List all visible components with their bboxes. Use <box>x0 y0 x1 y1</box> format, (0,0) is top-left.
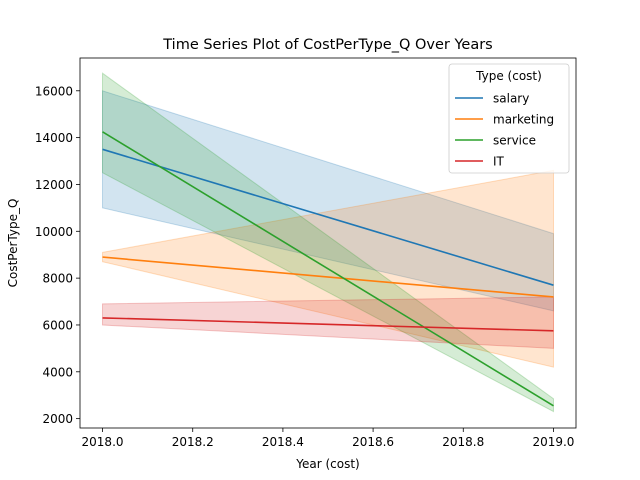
x-tick-label: 2018.8 <box>442 435 484 449</box>
x-tick-label: 2018.6 <box>352 435 394 449</box>
series-line-marketing <box>102 256 554 298</box>
y-axis-label: CostPerType_Q <box>6 199 20 288</box>
y-tick-label: 4000 <box>42 365 73 379</box>
legend-label-marketing: marketing <box>493 113 554 127</box>
ci-band-salary <box>102 90 554 312</box>
legend-label-it: IT <box>493 155 505 169</box>
x-axis-label: Year (cost) <box>295 457 359 471</box>
y-tick-label: 14000 <box>35 131 73 145</box>
x-axis-ticks: 2018.0 2018.2 2018.4 2018.6 2018.8 2019.0 <box>82 428 574 449</box>
y-axis-ticks: 2000 4000 6000 8000 10000 12000 14000 16000 <box>35 84 80 426</box>
series-line-salary <box>102 148 554 286</box>
series-line-service <box>102 131 554 407</box>
legend-box <box>448 63 570 174</box>
y-tick-label: 2000 <box>42 412 73 426</box>
y-tick-label: 12000 <box>35 178 73 192</box>
series-lines <box>102 131 554 407</box>
x-tick-label: 2018.0 <box>82 435 124 449</box>
legend-label-salary: salary <box>493 92 529 106</box>
x-tick-label: 2018.4 <box>262 435 304 449</box>
y-tick-label: 6000 <box>42 318 73 332</box>
ci-band-it <box>102 296 554 349</box>
y-tick-label: 8000 <box>42 272 73 286</box>
legend: Type (cost) salary marketing service IT <box>448 63 570 174</box>
x-tick-label: 2018.2 <box>172 435 214 449</box>
y-tick-label: 16000 <box>35 84 73 98</box>
series-line-it <box>102 317 554 332</box>
chart-title: Time Series Plot of CostPerType_Q Over Y… <box>162 37 492 53</box>
plot-frame <box>79 57 577 429</box>
y-tick-label: 10000 <box>35 225 73 239</box>
x-tick-label: 2019.0 <box>532 435 574 449</box>
legend-label-service: service <box>493 134 536 148</box>
legend-title: Type (cost) <box>475 69 542 83</box>
